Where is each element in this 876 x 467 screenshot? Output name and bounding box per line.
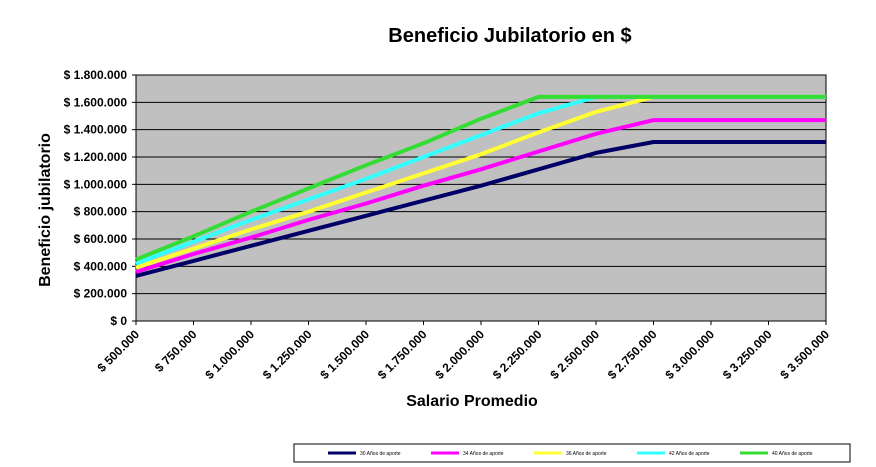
legend: 30 Años de aporte 34 Años de aporte 36 Año… [328, 451, 813, 457]
series-line-2 [135, 118, 826, 274]
series-line-5 [135, 94, 826, 262]
legend-box [293, 443, 851, 463]
x-tick-label: $ 2.750.000 [605, 327, 660, 382]
y-tick-label: $ 200.000 [74, 287, 128, 301]
y-tick-label: $ 800.000 [74, 205, 128, 219]
x-tick-label: $ 3.250.000 [720, 327, 775, 382]
x-tick-label: $ 500.000 [94, 327, 142, 375]
y-axis: $ 0 $ 200.000 $ 400.000 $ 600.000 $ 800.000 $… [64, 68, 136, 328]
x-axis: $ 500.000 $ 750.000 $ 1.000.000 $ 1.250.000… [94, 321, 832, 382]
legend-label: 40 Años de aporte [772, 451, 813, 457]
y-tick-label: $ 1.200.000 [64, 150, 128, 164]
y-tick-label: $ 1.000.000 [64, 177, 128, 191]
x-tick-label: $ 3.000.000 [662, 327, 717, 382]
x-tick-label: $ 1.500.000 [317, 327, 372, 382]
x-tick-label: $ 1.250.000 [260, 327, 315, 382]
x-tick-label: $ 1.750.000 [375, 327, 430, 382]
y-axis-title: Beneficio jubilatorio [37, 133, 54, 287]
y-tick-label: $ 400.000 [74, 259, 128, 273]
legend-label: 34 Años de aporte [463, 451, 504, 457]
series-line-1 [135, 140, 826, 278]
legend-label: 42 Años de aporte [669, 451, 710, 457]
x-tick-label: $ 750.000 [152, 327, 200, 375]
x-tick-label: $ 3.500.000 [777, 327, 832, 382]
chart-title: Beneficio Jubilatorio en $ [388, 25, 631, 47]
plot-area [135, 74, 827, 322]
y-tick-label: $ 1.800.000 [64, 68, 128, 82]
x-axis-title: Salario Promedio [406, 393, 538, 410]
y-tick-label: $ 600.000 [74, 232, 128, 246]
x-tick-label: $ 2.000.000 [432, 327, 487, 382]
y-tick-label: $ 1.400.000 [64, 123, 128, 137]
legend-label: 30 Años de aporte [360, 451, 401, 457]
y-tick-label: $ 1.600.000 [64, 95, 128, 109]
series-lines [135, 94, 826, 278]
y-tick-label: $ 0 [110, 314, 127, 328]
x-tick-label: $ 2.500.000 [547, 327, 602, 382]
x-tick-label: $ 2.250.000 [490, 327, 545, 382]
legend-label: 36 Años de aporte [566, 451, 607, 457]
x-tick-label: $ 1.000.000 [202, 327, 257, 382]
